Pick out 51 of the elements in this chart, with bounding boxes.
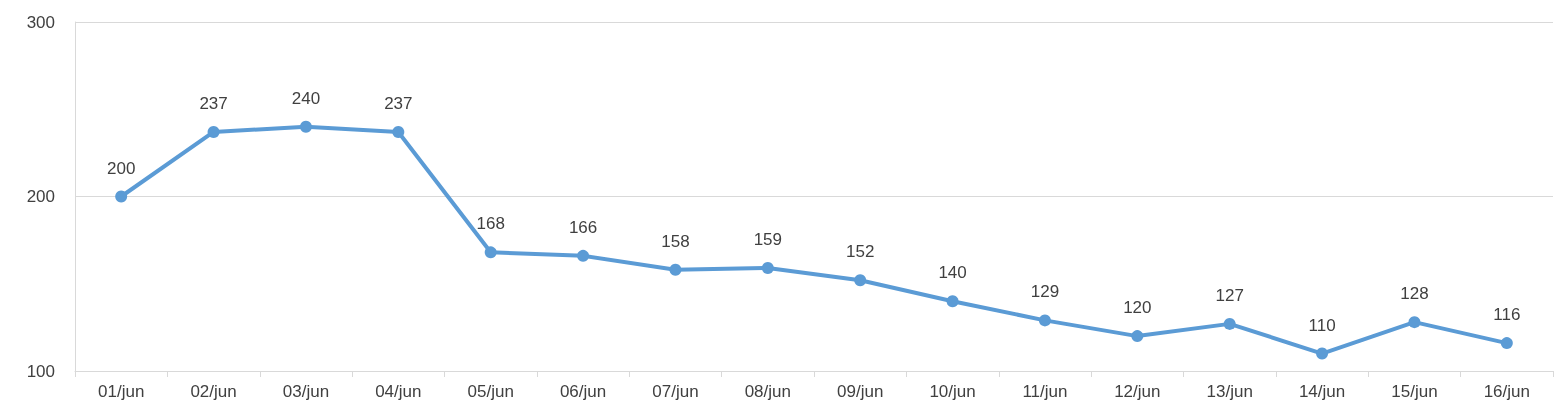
data-label: 120 <box>1123 298 1152 318</box>
x-tick-label: 10/jun <box>929 382 976 401</box>
point <box>761 262 774 275</box>
data-label: 110 <box>1308 315 1336 335</box>
x-tick-label: 01/jun <box>98 382 145 401</box>
point <box>669 263 682 276</box>
data-label: 237 <box>384 93 413 113</box>
point <box>299 120 312 133</box>
point <box>1408 316 1421 329</box>
x-tick-label: 02/jun <box>190 382 237 401</box>
x-tick-label: 07/jun <box>652 382 699 401</box>
x-tick-label: 13/jun <box>1206 382 1253 401</box>
x-tick-label: 09/jun <box>837 382 884 401</box>
x-tick-label: 12/jun <box>1114 382 1161 401</box>
x-tick-label: 16/jun <box>1483 382 1530 401</box>
point <box>115 190 128 203</box>
data-label: 158 <box>661 231 690 251</box>
point <box>1316 347 1329 360</box>
data-label: 127 <box>1215 285 1244 305</box>
point <box>1131 330 1144 343</box>
x-tick-label: 06/jun <box>559 382 607 401</box>
x-tick-label: 15/jun <box>1391 382 1438 401</box>
data-label: 200 <box>107 158 136 178</box>
data-label: 128 <box>1400 284 1429 304</box>
x-tick-label: 14/jun <box>1298 382 1346 401</box>
y-tick-label: 100 <box>26 361 55 381</box>
data-label: 129 <box>1030 282 1060 302</box>
data-label: 240 <box>291 88 321 108</box>
point <box>484 246 497 259</box>
point <box>854 274 867 287</box>
x-tick-label: 04/jun <box>375 382 422 401</box>
point <box>946 295 959 308</box>
point <box>392 125 405 138</box>
x-tick-label: 05/jun <box>467 382 514 401</box>
y-tick-label: 300 <box>26 12 55 32</box>
point <box>577 249 590 262</box>
data-label: 168 <box>476 214 505 234</box>
data-label: 152 <box>846 242 875 262</box>
data-label: 159 <box>753 230 782 250</box>
x-tick-label: 08/jun <box>744 382 791 401</box>
point <box>207 125 220 138</box>
point <box>1038 314 1051 327</box>
point <box>1500 337 1513 350</box>
x-tick-label: 03/jun <box>282 382 330 401</box>
data-label: 237 <box>199 93 228 113</box>
y-tick-label: 200 <box>26 187 55 206</box>
data-label: 166 <box>568 217 598 237</box>
point <box>1223 317 1236 330</box>
data-label: 140 <box>938 263 967 283</box>
x-tick-label: 11/jun <box>1022 382 1068 401</box>
data-label: 116 <box>1493 305 1521 325</box>
